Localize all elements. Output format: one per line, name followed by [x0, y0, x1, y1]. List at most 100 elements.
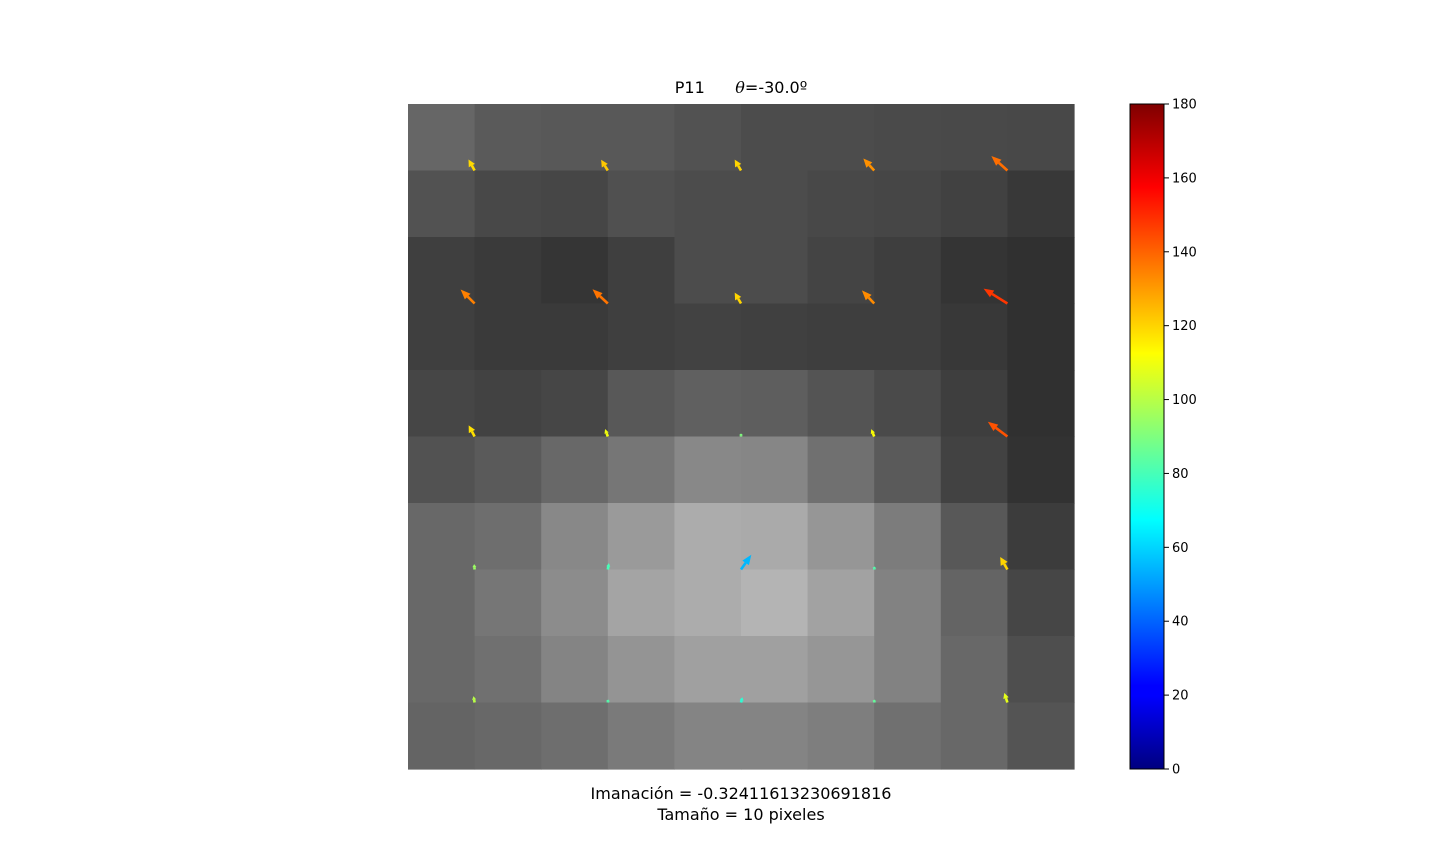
heatmap-cell — [474, 636, 542, 704]
vector-arrow — [861, 290, 876, 305]
heatmap-cell — [807, 104, 875, 172]
vector-head — [601, 159, 608, 168]
vector-arrow — [606, 563, 611, 570]
heatmap-cell — [940, 636, 1008, 704]
vector-arrow — [1000, 557, 1009, 571]
heatmap-cell — [807, 436, 875, 504]
heatmap-cell — [408, 702, 476, 770]
vector-head — [983, 288, 995, 298]
heatmap-cell — [607, 303, 675, 371]
vector-arrow — [604, 429, 610, 437]
heatmap-cell — [674, 303, 742, 371]
vector-head — [739, 433, 743, 436]
vector-head — [734, 159, 742, 168]
heatmap-cell — [541, 569, 609, 637]
heatmap-cell — [807, 636, 875, 704]
heatmap-cell — [741, 303, 809, 371]
heatmap-cell — [474, 503, 542, 571]
vector-arrow — [601, 159, 609, 172]
heatmap-cell — [1007, 370, 1075, 438]
vector-arrow — [739, 697, 744, 703]
vector-shaft — [1003, 563, 1009, 571]
heatmap-cell — [474, 436, 542, 504]
heatmap-cell — [741, 503, 809, 571]
heatmap-cell — [807, 503, 875, 571]
heatmap-cell — [874, 303, 942, 371]
vector-shaft — [737, 164, 743, 172]
heatmap-cell — [607, 636, 675, 704]
vector-arrow — [1003, 692, 1009, 703]
vector-arrow — [863, 158, 876, 172]
vector-shaft — [470, 164, 476, 172]
vector-shaft — [470, 430, 476, 438]
vector-head — [861, 290, 872, 301]
heatmap-cell — [874, 237, 942, 305]
heatmap-cell — [541, 104, 609, 172]
vector-head — [872, 566, 877, 569]
heatmap-cell — [741, 170, 809, 238]
heatmap-cell — [408, 503, 476, 571]
heatmap-cell — [807, 370, 875, 438]
heatmap-cell — [474, 370, 542, 438]
heatmap-cell — [741, 370, 809, 438]
heatmap-cell — [541, 170, 609, 238]
vector-arrow — [987, 421, 1009, 438]
vector-head — [468, 159, 475, 168]
chart-title: P11 θ=-30.0º — [408, 78, 1074, 97]
vector-head — [987, 421, 999, 431]
heatmap-cell — [607, 237, 675, 305]
heatmap-cell — [940, 569, 1008, 637]
vector-shaft — [598, 295, 609, 305]
heatmap-cell — [541, 702, 609, 770]
vector-arrow — [468, 425, 476, 438]
vector-shaft — [737, 297, 743, 305]
colorbar-tick-label: 120 — [1172, 319, 1197, 334]
vector-head — [460, 289, 471, 300]
heatmap-cell — [874, 436, 942, 504]
vector-head — [991, 156, 1002, 166]
heatmap-cell — [408, 569, 476, 637]
vector-shaft — [995, 426, 1009, 438]
heatmap-cell — [674, 503, 742, 571]
heatmap-cell — [741, 569, 809, 637]
vector-arrow — [739, 433, 743, 437]
heatmap-cell — [940, 702, 1008, 770]
title-angle-value: =-30.0º — [744, 78, 808, 97]
colorbar: 0 20 40 60 80 100 120 140 160 180 — [1129, 98, 1197, 778]
vector-arrow — [734, 292, 743, 305]
heatmap-cell — [541, 436, 609, 504]
vector-field — [460, 156, 1009, 703]
vector-head — [468, 425, 476, 434]
heatmap-cell — [474, 569, 542, 637]
heatmap-cell — [807, 702, 875, 770]
vector-shaft — [1004, 697, 1009, 703]
vector-arrow — [592, 289, 609, 305]
heatmap-cell — [1007, 104, 1075, 172]
heatmap-cell — [408, 303, 476, 371]
heatmap-cell — [1007, 303, 1075, 371]
heatmap-cell — [408, 436, 476, 504]
vector-shaft — [739, 562, 747, 571]
colorbar-tick-label: 140 — [1172, 245, 1197, 260]
heatmap-cell — [807, 170, 875, 238]
vector-arrow — [468, 159, 476, 172]
heatmap-cell — [874, 569, 942, 637]
vector-head — [742, 554, 752, 566]
vector-head — [606, 699, 610, 702]
heatmap-cell — [541, 303, 609, 371]
vector-arrow — [472, 696, 477, 703]
vector-shaft — [991, 292, 1009, 305]
vector-head — [870, 429, 875, 435]
colorbar-tick-label: 40 — [1172, 615, 1189, 630]
heatmap-cell — [1007, 503, 1075, 571]
vector-head — [606, 563, 611, 567]
vector-shaft — [868, 164, 876, 172]
vector-shaft — [472, 699, 476, 703]
heatmap-cell — [607, 436, 675, 504]
heatmap-cell — [408, 636, 476, 704]
colorbar-tick-label: 180 — [1172, 98, 1197, 113]
heatmap-cell — [1007, 170, 1075, 238]
heatmap-cell — [541, 370, 609, 438]
title-label: P11 — [674, 78, 705, 97]
colorbar-tick-label: 100 — [1172, 393, 1197, 408]
